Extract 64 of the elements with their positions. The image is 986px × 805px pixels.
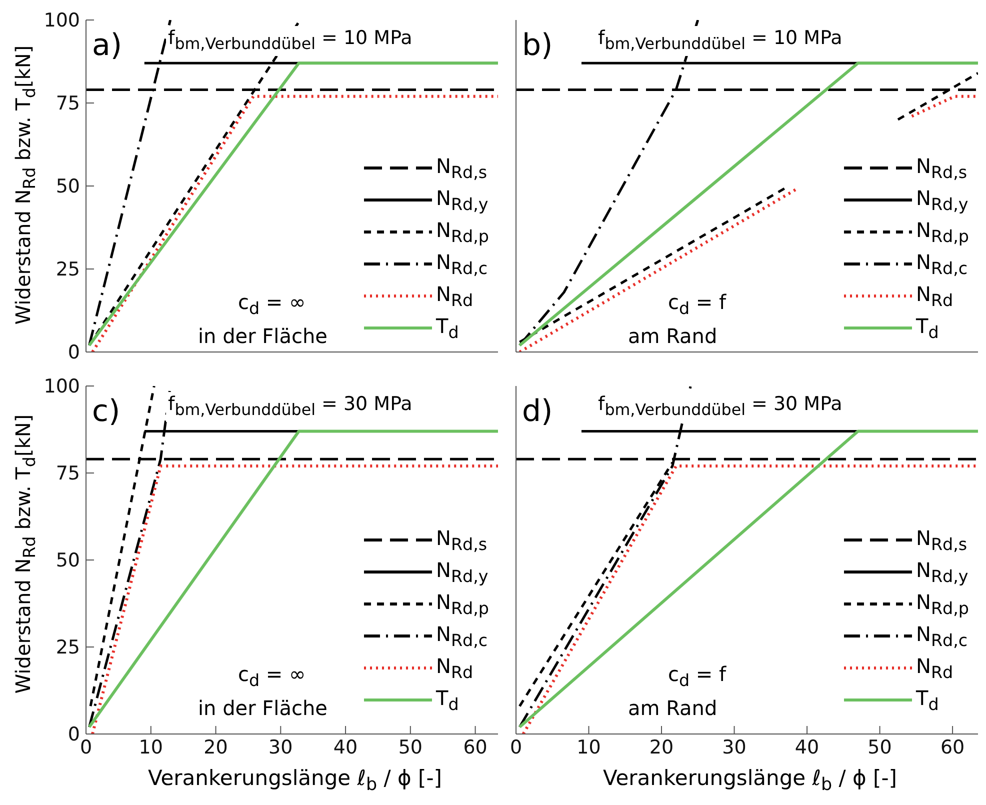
legend-label: N$_{Rd,y}$ <box>916 558 970 586</box>
x-tick-label: 60 <box>940 736 965 758</box>
legend-label: N$_{Rd,p}$ <box>916 590 970 618</box>
x-tick-label: 0 <box>510 736 522 758</box>
legend-label: N$_{Rd,s}$ <box>436 526 488 554</box>
y-tick-label: 75 <box>56 462 80 485</box>
annotation: am Rand <box>628 324 718 348</box>
legend-label: N$_{Rd}$ <box>916 654 954 682</box>
annotation: c) <box>92 394 120 429</box>
y-tick-label: 100 <box>44 376 80 398</box>
legend-label: N$_{Rd,c}$ <box>916 250 969 278</box>
x-tick-label: 40 <box>794 736 820 758</box>
x-tick-label: 20 <box>649 736 674 758</box>
annotation: c$_{d}$ = f <box>668 290 726 318</box>
legend-label: N$_{Rd,c}$ <box>916 622 969 650</box>
legend-label: T$_{d}$ <box>436 686 460 714</box>
legend-label: N$_{Rd,p}$ <box>436 590 490 618</box>
annotation: f$_{bm,Verbunddübel}$ = 30 MPa <box>168 393 412 419</box>
y-tick-label: 75 <box>56 92 80 115</box>
y-tick-label: 0 <box>68 342 80 364</box>
x-tick-label: 40 <box>333 736 358 758</box>
legend-label: N$_{Rd}$ <box>436 654 474 682</box>
legend-label: T$_{d}$ <box>916 686 940 714</box>
annotation: in der Fläche <box>198 696 328 720</box>
x-tick-label: 10 <box>576 736 601 758</box>
annotation: f$_{bm,Verbunddübel}$ = 10 MPa <box>168 27 412 53</box>
x-axis-title: Verankerungslänge ℓ$_{b}$ / ϕ [-] <box>603 766 897 796</box>
y-tick-label: 25 <box>56 636 80 659</box>
annotation: f$_{bm,Verbunddübel}$ = 30 MPa <box>598 393 842 419</box>
legend-label: T$_{d}$ <box>436 314 460 342</box>
annotation: a) <box>92 28 122 63</box>
legend-label: N$_{Rd,y}$ <box>436 558 490 586</box>
annotation: f$_{bm,Verbunddübel}$ = 10 MPa <box>598 27 842 53</box>
x-tick-label: 10 <box>138 736 163 758</box>
x-tick-label: 20 <box>204 736 228 758</box>
legend-label: N$_{Rd}$ <box>916 282 954 310</box>
x-tick-label: 30 <box>722 736 746 758</box>
annotation: am Rand <box>628 696 718 720</box>
x-tick-label: 50 <box>868 736 892 758</box>
legend-label: N$_{Rd}$ <box>436 282 474 310</box>
y-tick-label: 50 <box>56 550 80 572</box>
legend-label: N$_{Rd,s}$ <box>436 154 488 182</box>
y-tick-label: 25 <box>56 258 80 281</box>
y-tick-label: 50 <box>56 176 80 198</box>
x-tick-label: 50 <box>398 736 423 758</box>
annotation: c$_{d}$ = ∞ <box>238 290 306 318</box>
x-tick-label: 60 <box>463 736 488 758</box>
annotation: b) <box>522 28 553 63</box>
annotation: c$_{d}$ = f <box>668 662 726 690</box>
legend-label: N$_{Rd,s}$ <box>916 154 968 182</box>
legend-label: T$_{d}$ <box>916 314 940 342</box>
legend-label: N$_{Rd,y}$ <box>436 186 490 214</box>
annotation: d) <box>522 394 553 429</box>
legend-label: N$_{Rd,y}$ <box>916 186 970 214</box>
legend-label: N$_{Rd,c}$ <box>436 622 489 650</box>
y-tick-label: 100 <box>44 10 80 32</box>
legend-label: N$_{Rd,s}$ <box>916 526 968 554</box>
annotation: in der Fläche <box>198 324 328 348</box>
annotation: c$_{d}$ = ∞ <box>238 662 306 690</box>
legend-label: N$_{Rd,p}$ <box>436 218 490 246</box>
legend-label: N$_{Rd,c}$ <box>436 250 489 278</box>
x-tick-label: 30 <box>268 736 293 758</box>
legend-label: N$_{Rd,p}$ <box>916 218 970 246</box>
x-axis-title: Verankerungslänge ℓ$_{b}$ / ϕ [-] <box>148 766 442 796</box>
